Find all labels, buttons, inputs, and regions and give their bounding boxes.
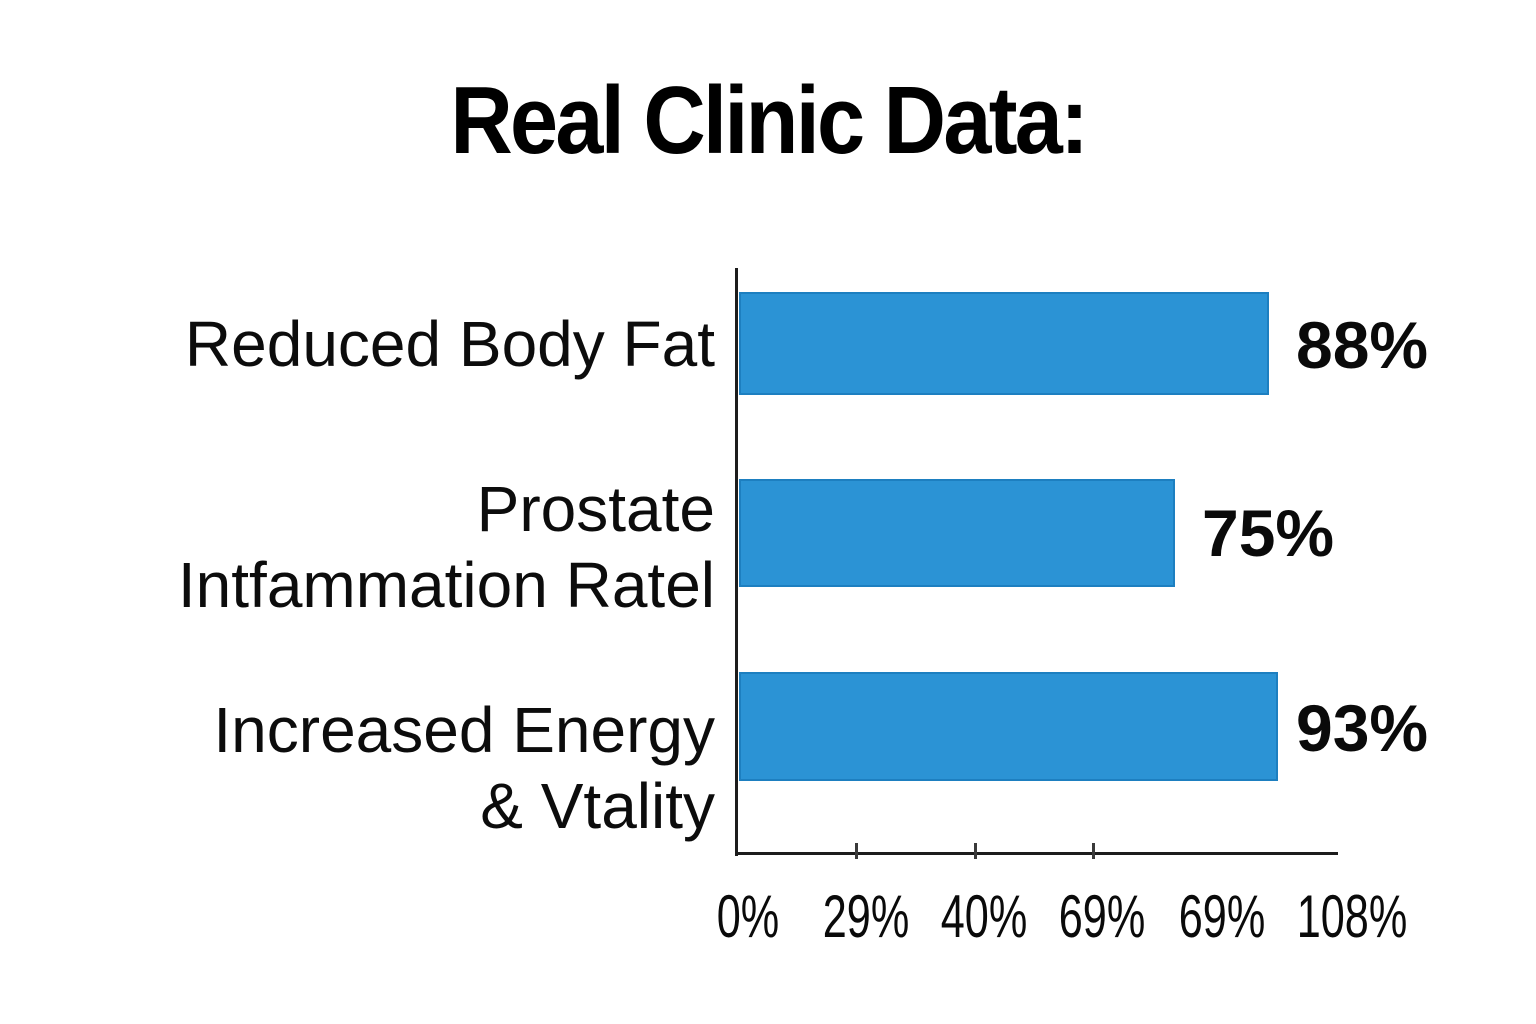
category-label-line: Prostate	[476, 473, 715, 545]
x-tick-label: 108%	[1296, 883, 1408, 950]
x-tick-label: 69%	[1178, 883, 1266, 950]
chart-title-text: Real Clinic Data:	[450, 67, 1089, 174]
value-label-reduced-body-fat: 88%	[1296, 308, 1429, 382]
x-tick-label: 69%	[1058, 883, 1146, 950]
value-label-increased-energy-vtality: 93%	[1296, 691, 1429, 765]
category-label-increased-energy-vtality: Increased Energy & Vtality	[40, 692, 715, 844]
category-label-line: Intfammation Ratel	[177, 549, 715, 621]
x-axis-tick	[1092, 843, 1095, 859]
bar-increased-energy-vtality	[739, 672, 1278, 781]
category-label-reduced-body-fat: Reduced Body Fat	[40, 306, 715, 382]
x-axis-line	[735, 852, 1338, 855]
chart-title: Real Clinic Data:	[0, 66, 1536, 176]
x-axis-tick	[855, 843, 858, 859]
bar-reduced-body-fat	[739, 292, 1269, 395]
category-label-line: & Vtality	[480, 770, 715, 842]
value-label-prostate-intfammation-ratel: 75%	[1202, 496, 1335, 570]
bar-prostate-intfammation-ratel	[739, 479, 1175, 587]
x-tick-label: 40%	[940, 883, 1028, 950]
category-label-prostate-intfammation-ratel: Prostate Intfammation Ratel	[40, 471, 715, 623]
category-label-line: Increased Energy	[213, 694, 715, 766]
x-axis-tick	[974, 843, 977, 859]
x-tick-label: 0%	[716, 883, 780, 950]
x-tick-label: 29%	[822, 883, 910, 950]
y-axis-line	[735, 268, 738, 856]
category-label-line: Reduced Body Fat	[184, 308, 715, 380]
